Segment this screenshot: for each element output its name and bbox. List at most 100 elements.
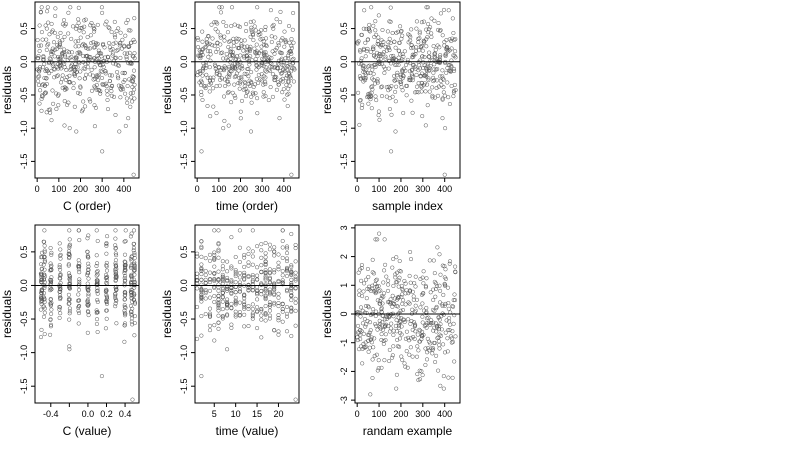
data-point bbox=[278, 78, 283, 83]
data-point bbox=[210, 36, 215, 41]
data-point bbox=[293, 259, 298, 264]
data-point bbox=[42, 259, 47, 264]
data-point bbox=[62, 65, 67, 70]
data-point bbox=[77, 279, 82, 284]
data-point bbox=[195, 254, 200, 259]
data-point bbox=[263, 65, 268, 70]
data-point bbox=[218, 10, 224, 15]
data-point bbox=[39, 296, 44, 301]
data-point bbox=[396, 62, 401, 68]
y-tick-label: 0.0 bbox=[19, 56, 29, 69]
data-point bbox=[431, 70, 436, 75]
data-point bbox=[216, 297, 221, 302]
data-point bbox=[113, 291, 118, 296]
data-point bbox=[437, 332, 442, 337]
data-point bbox=[438, 322, 443, 327]
data-point bbox=[370, 87, 375, 92]
data-point bbox=[208, 58, 213, 63]
outlier-point bbox=[67, 347, 72, 352]
data-point bbox=[225, 275, 230, 280]
data-point bbox=[225, 30, 230, 35]
data-point bbox=[397, 40, 402, 45]
data-point bbox=[71, 81, 76, 86]
data-point bbox=[390, 293, 395, 298]
data-point bbox=[393, 323, 398, 329]
data-point bbox=[128, 265, 133, 270]
data-point bbox=[250, 287, 255, 293]
data-point bbox=[88, 23, 93, 28]
data-point bbox=[95, 53, 100, 58]
data-point bbox=[131, 54, 136, 59]
data-point bbox=[233, 74, 238, 79]
data-point bbox=[267, 300, 272, 305]
data-point bbox=[431, 258, 436, 263]
data-point bbox=[427, 54, 432, 59]
data-point bbox=[131, 248, 136, 253]
data-point bbox=[43, 68, 48, 74]
data-point bbox=[272, 253, 277, 258]
data-point bbox=[392, 73, 397, 79]
data-point bbox=[424, 5, 429, 10]
data-point bbox=[250, 306, 255, 311]
data-point bbox=[286, 86, 291, 91]
data-point bbox=[78, 84, 83, 89]
data-point bbox=[224, 51, 229, 57]
data-point bbox=[217, 5, 222, 10]
data-point bbox=[391, 283, 396, 288]
data-point bbox=[249, 100, 254, 105]
data-point bbox=[229, 23, 234, 29]
data-point bbox=[413, 64, 418, 69]
data-point bbox=[381, 338, 386, 343]
data-point bbox=[433, 47, 438, 52]
data-point bbox=[420, 114, 425, 119]
data-point bbox=[212, 20, 217, 25]
data-point bbox=[199, 292, 204, 297]
data-point bbox=[288, 75, 293, 81]
data-point bbox=[38, 307, 43, 312]
data-point bbox=[222, 118, 227, 123]
data-point bbox=[211, 75, 216, 80]
data-point bbox=[443, 126, 448, 131]
data-point bbox=[226, 39, 232, 44]
data-point bbox=[386, 315, 392, 320]
data-point bbox=[267, 276, 272, 281]
data-point bbox=[226, 123, 231, 128]
data-point bbox=[284, 246, 290, 251]
data-point bbox=[104, 280, 109, 285]
data-point bbox=[398, 74, 403, 79]
data-point bbox=[49, 311, 54, 316]
data-point bbox=[226, 89, 231, 94]
outlier-point bbox=[130, 397, 135, 402]
data-point bbox=[205, 103, 210, 109]
data-point bbox=[67, 297, 72, 302]
data-point bbox=[207, 78, 212, 83]
data-point bbox=[283, 68, 288, 73]
data-point bbox=[410, 110, 415, 115]
data-point bbox=[94, 289, 99, 294]
data-point bbox=[246, 260, 251, 265]
data-point bbox=[406, 32, 411, 37]
data-point bbox=[289, 290, 294, 295]
data-point bbox=[376, 366, 381, 371]
data-point bbox=[237, 86, 242, 91]
data-point bbox=[404, 349, 409, 354]
data-point bbox=[280, 62, 285, 68]
data-point bbox=[436, 335, 441, 340]
data-point bbox=[237, 270, 242, 276]
data-point bbox=[205, 75, 210, 80]
data-point bbox=[411, 294, 416, 299]
data-point bbox=[42, 239, 47, 244]
data-point bbox=[113, 112, 118, 118]
data-point bbox=[128, 91, 133, 96]
data-point bbox=[356, 270, 361, 275]
data-point bbox=[195, 271, 200, 276]
data-point bbox=[99, 51, 104, 56]
data-point bbox=[233, 280, 238, 285]
data-point bbox=[420, 314, 425, 319]
data-point bbox=[253, 51, 258, 56]
data-point bbox=[404, 329, 409, 334]
y-axis-title: residuals bbox=[160, 290, 174, 338]
data-point bbox=[384, 94, 389, 99]
data-point bbox=[216, 247, 221, 252]
data-point bbox=[380, 327, 386, 332]
